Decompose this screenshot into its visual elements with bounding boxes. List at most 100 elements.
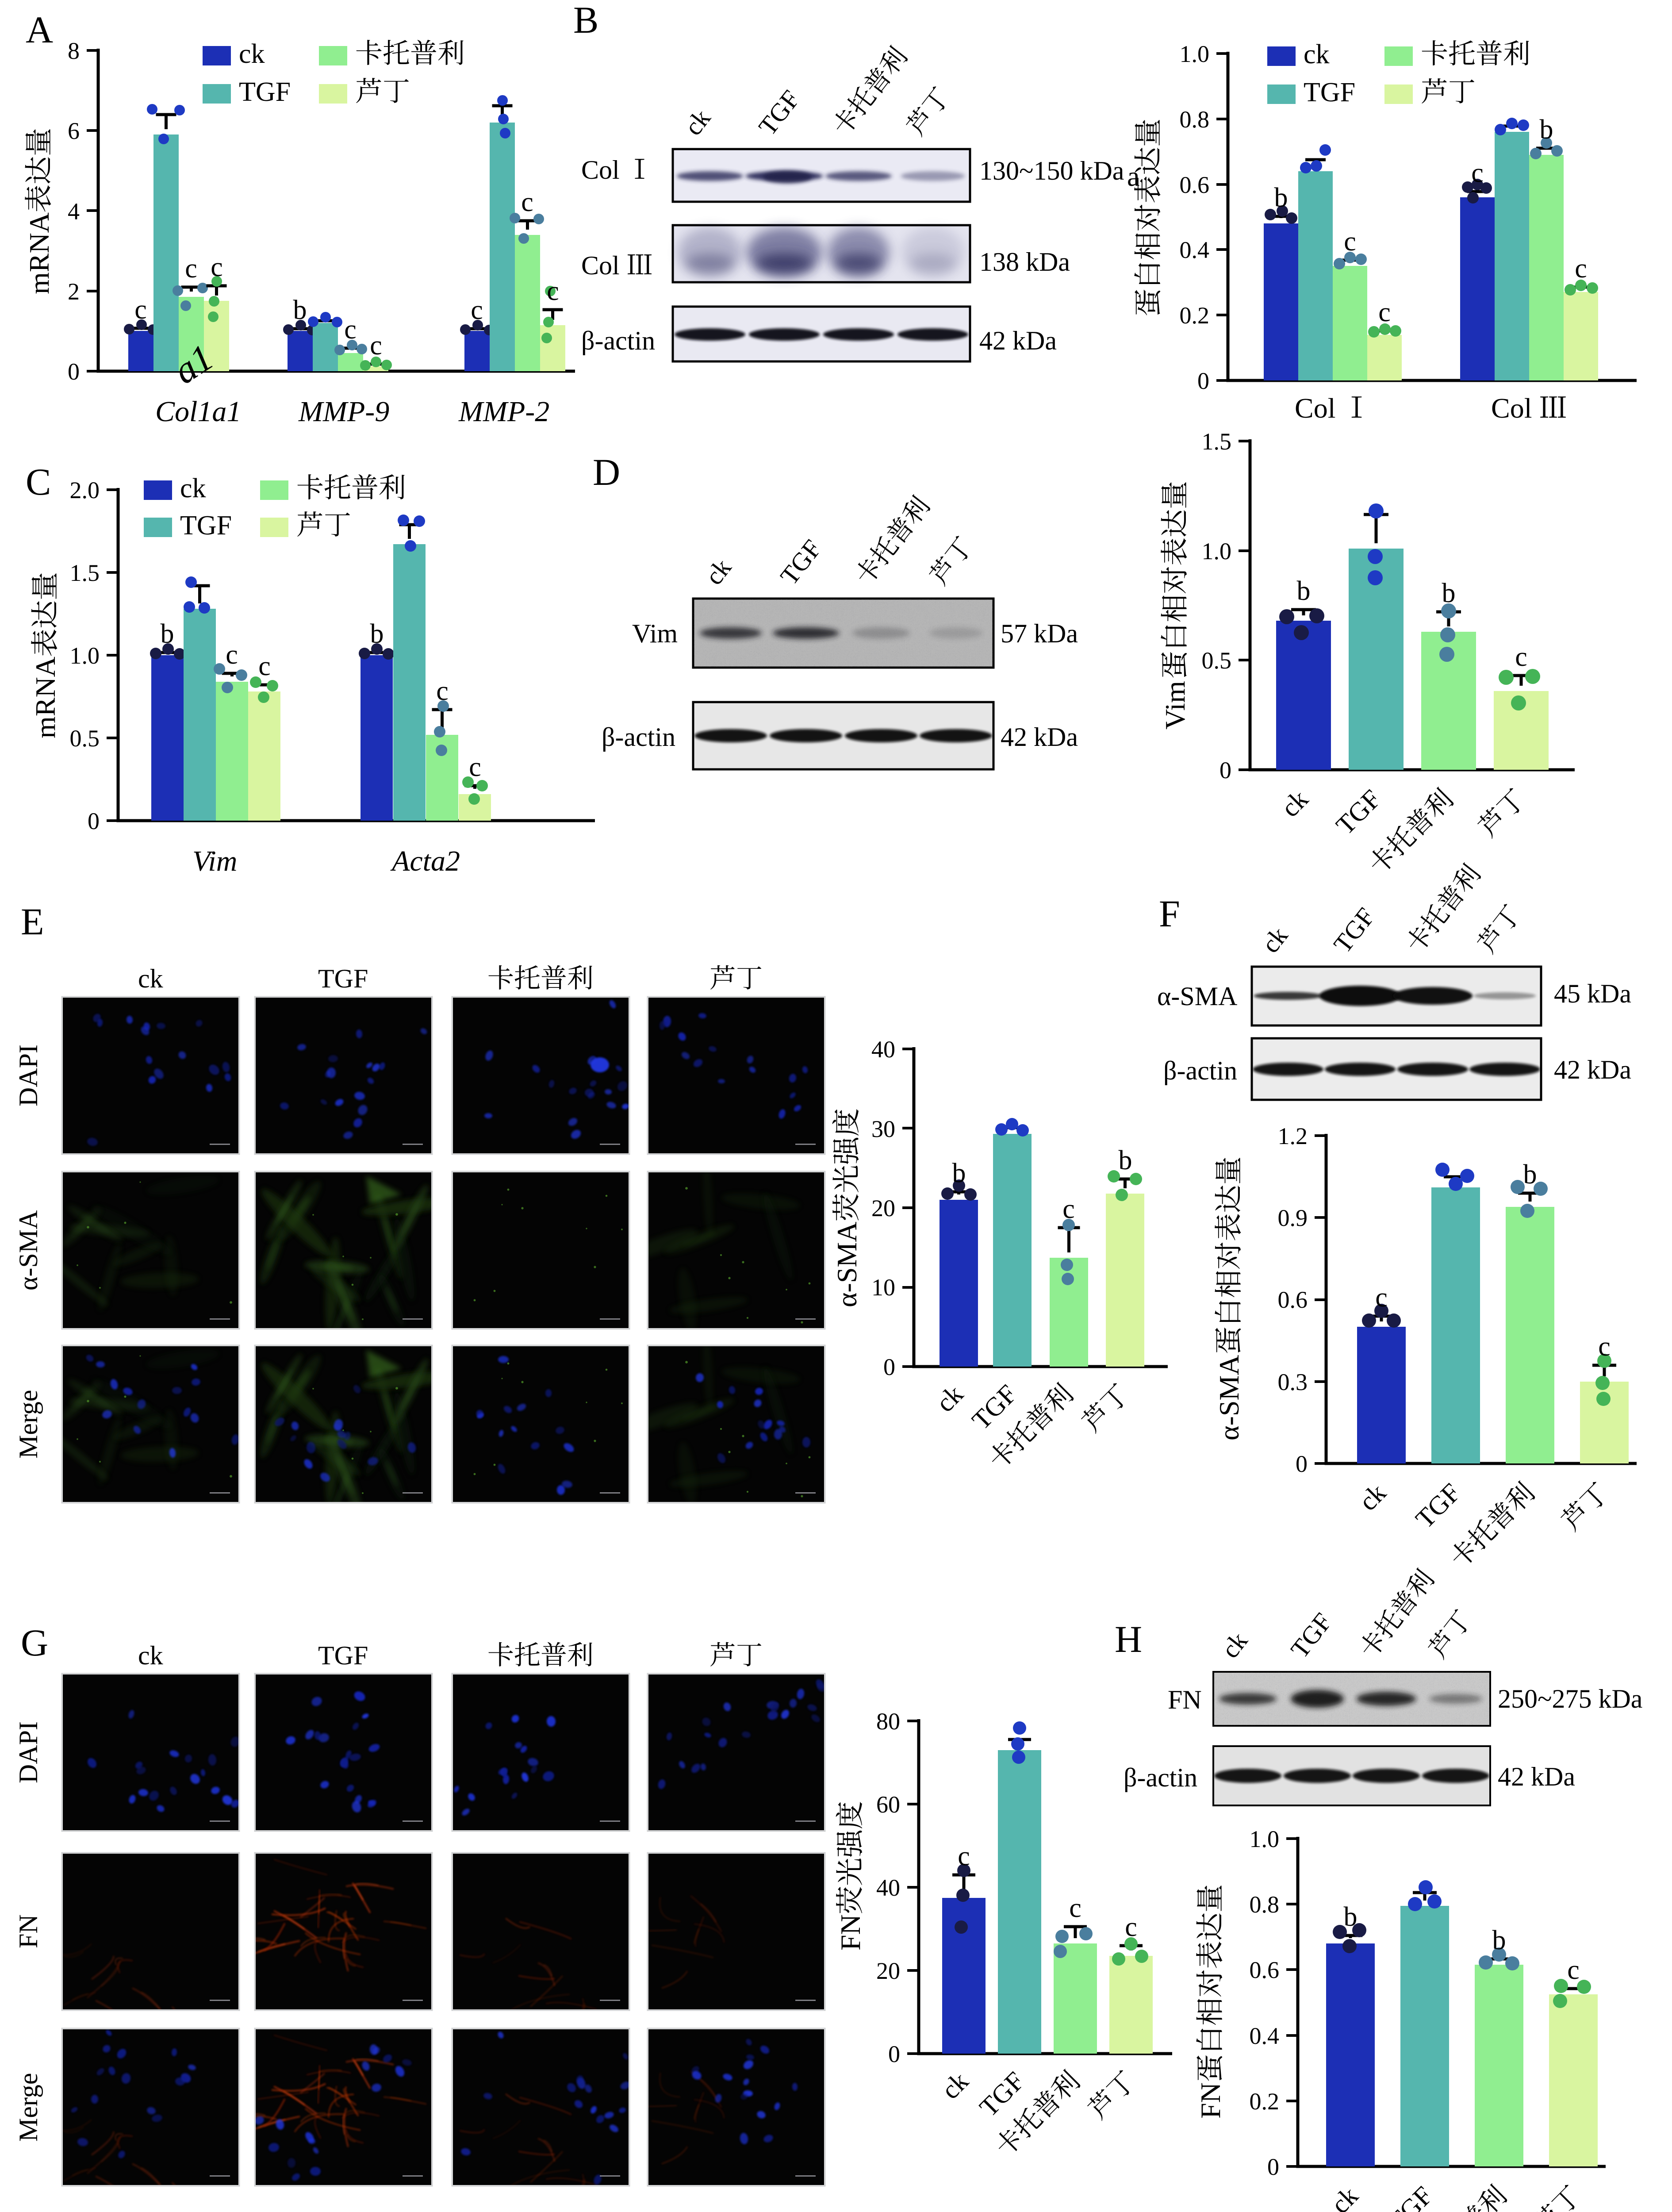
svg-text:0.8: 0.8 [1180, 106, 1210, 133]
svg-text:138 kDa: 138 kDa [979, 247, 1070, 276]
svg-text:c: c [958, 1841, 970, 1871]
svg-text:β-actin: β-actin [602, 722, 675, 752]
svg-text:Merge: Merge [14, 1390, 43, 1459]
svg-text:mRNA: mRNA [23, 212, 55, 294]
svg-text:TGF: TGF [318, 1641, 368, 1670]
svg-text:250~275 kDa: 250~275 kDa [1498, 1684, 1642, 1713]
svg-text:Acta2: Acta2 [390, 845, 460, 877]
svg-text:6: 6 [68, 118, 80, 144]
svg-text:Col: Col [581, 251, 626, 280]
svg-text:b: b [161, 619, 174, 649]
svg-text:20: 20 [871, 1195, 895, 1221]
svg-text:TGF: TGF [318, 964, 368, 993]
svg-text:Col: Col [581, 155, 626, 184]
svg-text:42 kDa: 42 kDa [1498, 1762, 1575, 1791]
svg-text:c: c [134, 295, 147, 325]
svg-text:α-SMA: α-SMA [831, 1221, 863, 1307]
svg-text:8: 8 [68, 38, 80, 64]
svg-text:2.0: 2.0 [70, 477, 100, 503]
svg-text:40: 40 [876, 1874, 900, 1901]
svg-text:0.6: 0.6 [1180, 172, 1210, 198]
svg-text:ck: ck [239, 39, 265, 69]
svg-text:0.8: 0.8 [1250, 1891, 1280, 1918]
svg-text:1.5: 1.5 [1202, 428, 1232, 455]
svg-text:1.0: 1.0 [1180, 41, 1210, 67]
svg-text:2: 2 [68, 278, 80, 305]
svg-text:0.2: 0.2 [1250, 2088, 1280, 2115]
svg-text:c: c [1598, 1332, 1611, 1362]
svg-text:b: b [1274, 183, 1288, 213]
svg-text:α-SMA: α-SMA [14, 1210, 43, 1290]
svg-text:30: 30 [871, 1116, 895, 1142]
svg-text:0.5: 0.5 [1202, 647, 1232, 674]
svg-text:20: 20 [876, 1958, 900, 1984]
svg-text:45 kDa: 45 kDa [1554, 979, 1631, 1008]
svg-text:0: 0 [88, 808, 100, 834]
svg-text:10: 10 [871, 1274, 895, 1301]
svg-text:c: c [226, 640, 238, 670]
svg-text:0.3: 0.3 [1278, 1369, 1308, 1395]
svg-text:c: c [1125, 1912, 1137, 1942]
svg-text:0.6: 0.6 [1250, 1957, 1280, 1983]
svg-text:β-actin: β-actin [1163, 1056, 1237, 1085]
svg-text:0.4: 0.4 [1250, 2023, 1280, 2049]
svg-text:0: 0 [68, 358, 80, 385]
svg-text:b: b [370, 619, 384, 649]
svg-text:c: c [1375, 1283, 1388, 1313]
svg-text:MMP-9: MMP-9 [298, 396, 389, 428]
svg-text:mRNA: mRNA [30, 657, 61, 738]
svg-text:α-SMA: α-SMA [1157, 982, 1237, 1011]
svg-text:0: 0 [1197, 368, 1209, 394]
svg-text:c: c [471, 295, 483, 325]
svg-text:Col: Col [1295, 392, 1342, 424]
svg-text:c: c [521, 187, 533, 217]
svg-text:1.5: 1.5 [70, 560, 100, 586]
svg-text:ck: ck [138, 1641, 163, 1670]
svg-text:E: E [21, 900, 44, 943]
svg-text:DAPI: DAPI [14, 1045, 43, 1106]
svg-text:TGF: TGF [180, 511, 232, 541]
svg-text:c: c [1567, 1955, 1580, 1985]
svg-text:0.4: 0.4 [1180, 237, 1210, 263]
svg-text:β-actin: β-actin [1124, 1763, 1197, 1792]
svg-text:b: b [1344, 1902, 1358, 1932]
svg-text:1.0: 1.0 [1202, 538, 1232, 565]
svg-text:b: b [1119, 1145, 1132, 1175]
svg-text:Vim: Vim [632, 619, 678, 648]
svg-text:c: c [1378, 297, 1391, 327]
svg-text:0: 0 [1219, 757, 1231, 783]
svg-text:ck: ck [138, 964, 163, 993]
svg-text:c: c [1069, 1893, 1081, 1923]
svg-text:c: c [258, 651, 271, 681]
svg-text:D: D [593, 451, 620, 493]
svg-text:1.0: 1.0 [70, 642, 100, 669]
svg-text:b: b [1492, 1925, 1506, 1955]
svg-text:FN: FN [1168, 1685, 1202, 1714]
svg-text:b: b [952, 1158, 966, 1188]
svg-text:α-SMA: α-SMA [1213, 1355, 1245, 1440]
svg-text:b: b [293, 295, 307, 325]
svg-text:c: c [1575, 253, 1587, 284]
svg-text:c: c [436, 676, 449, 706]
svg-text:Col1a1: Col1a1 [155, 396, 241, 428]
svg-text:b: b [1442, 578, 1456, 608]
svg-text:0: 0 [1296, 1451, 1308, 1477]
svg-text:40: 40 [871, 1036, 895, 1063]
svg-text:DAPI: DAPI [14, 1721, 43, 1783]
svg-text:130~150 kDa: 130~150 kDa [979, 156, 1124, 185]
svg-text:42 kDa: 42 kDa [1001, 722, 1078, 752]
svg-text:TGF: TGF [1304, 77, 1355, 108]
svg-text:FN: FN [14, 1914, 43, 1948]
svg-text:0: 0 [1267, 2154, 1279, 2180]
svg-text:c: c [469, 752, 481, 782]
svg-text:0.9: 0.9 [1278, 1205, 1308, 1231]
svg-text:ck: ck [1304, 39, 1330, 69]
svg-text:B: B [573, 0, 598, 41]
svg-text:a: a [1127, 161, 1139, 192]
svg-text:b: b [1540, 115, 1553, 145]
svg-text:c: c [370, 330, 382, 361]
svg-text:G: G [21, 1621, 48, 1664]
svg-text:c: c [185, 253, 197, 284]
svg-text:C: C [26, 461, 51, 503]
svg-text:H: H [1115, 1618, 1142, 1660]
